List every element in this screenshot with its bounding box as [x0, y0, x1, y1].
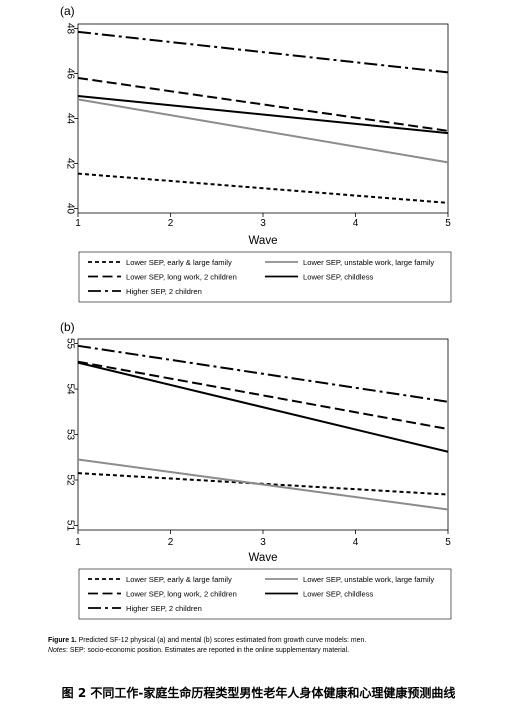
x-tick-label: 3 [260, 218, 266, 229]
legend-entry-label: Higher SEP, 2 children [126, 287, 202, 296]
x-tick-label: 4 [353, 218, 359, 229]
legend-entry-label: Lower SEP, unstable work, large family [303, 575, 434, 584]
legend-entry-label: Lower SEP, early & large family [126, 575, 232, 584]
y-tick-label: 54 [65, 383, 76, 395]
x-tick-label: 2 [168, 218, 174, 229]
x-tick-label: 2 [168, 537, 174, 548]
panel-label: (a) [60, 4, 75, 18]
legend-entry-label: Lower SEP, early & large family [126, 258, 232, 267]
legend-entry-label: Lower SEP, childless [303, 272, 374, 281]
chart-panel-1: (a) 40 42 44 46 48 1 2 3 4 5 Wave Lower SEP, early &… [60, 4, 452, 303]
x-tick-label: 5 [445, 218, 451, 229]
y-tick-label: 55 [65, 338, 76, 350]
legend-entry-label: Lower SEP, childless [303, 589, 374, 598]
x-axis-label: Wave [249, 552, 278, 564]
legend-entry-label: Lower SEP, unstable work, large family [303, 258, 434, 267]
y-tick-label: 48 [65, 23, 76, 35]
caption-line-2: Notes: SEP: socio-economic position. Est… [48, 646, 488, 656]
y-tick-label: 52 [65, 474, 76, 486]
series-line-5 [77, 30, 449, 74]
legend-box [78, 251, 452, 303]
x-tick-label: 5 [445, 537, 451, 548]
legend-box [78, 568, 452, 620]
series-line-3 [77, 77, 449, 132]
y-tick-label: 51 [65, 520, 76, 532]
caption-notes-label: Notes [48, 647, 67, 654]
y-tick-label: 53 [65, 429, 76, 441]
panel-label: (b) [60, 320, 75, 334]
caption-line-1: Figure 1. Predicted SF-12 physical (a) a… [48, 636, 488, 646]
legend-entry-label: Higher SEP, 2 children [126, 604, 202, 613]
y-tick-label: 42 [65, 158, 76, 170]
series-line-4 [77, 95, 449, 135]
y-tick-label: 44 [65, 113, 76, 125]
caption-figure-text: Predicted SF-12 physical (a) and mental … [76, 637, 367, 644]
series-line-4 [77, 361, 449, 453]
y-tick-label: 46 [65, 68, 76, 80]
y-tick-label: 40 [65, 203, 76, 215]
figure-caption: Figure 1. Predicted SF-12 physical (a) a… [48, 636, 488, 656]
chart-panel-2: (b) 51 52 53 54 55 1 2 3 4 5 Wave Lower SEP, early &… [60, 320, 452, 620]
series-line-3 [77, 360, 449, 431]
caption-figure-label: Figure 1. [48, 637, 77, 644]
x-tick-label: 4 [353, 537, 359, 548]
chinese-figure-caption: 图 2 不同工作-家庭生命历程类型男性老年人身体健康和心理健康预测曲线 [61, 686, 456, 700]
x-tick-label: 3 [260, 537, 266, 548]
x-tick-label: 1 [75, 537, 81, 548]
x-tick-label: 1 [75, 218, 81, 229]
series-line-5 [77, 344, 449, 403]
caption-notes-text: : SEP: socio-economic position. Estimate… [66, 647, 350, 654]
x-axis-label: Wave [249, 235, 278, 247]
legend-entry-label: Lower SEP, long work, 2 children [126, 272, 237, 281]
legend-entry-label: Lower SEP, long work, 2 children [126, 589, 237, 598]
series-line-1 [77, 172, 449, 204]
series-line-2 [77, 458, 449, 511]
series-line-2 [77, 98, 449, 164]
